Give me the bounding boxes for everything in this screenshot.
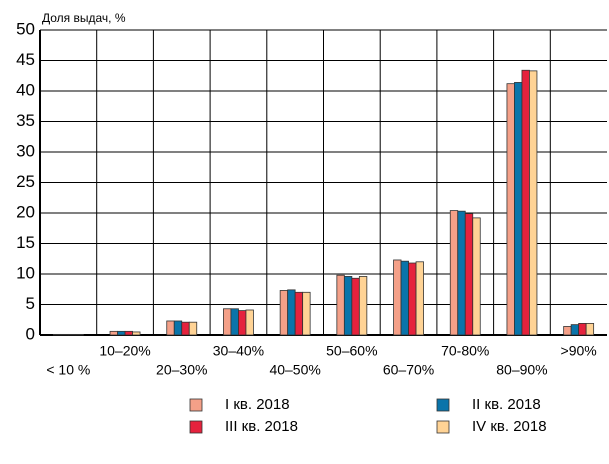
x-tick-label: 10–20% — [99, 343, 150, 359]
x-tick-label: 40–50% — [269, 362, 320, 378]
bar — [287, 289, 296, 336]
bar — [351, 277, 360, 336]
x-tick-label: 60–70% — [383, 362, 434, 378]
y-tick-label: 5 — [26, 294, 35, 313]
y-tick-label: 45 — [16, 50, 35, 69]
bar — [472, 217, 481, 336]
legend-swatch — [436, 398, 450, 412]
bar — [52, 333, 62, 336]
y-tick-label: 20 — [16, 202, 35, 221]
bar — [514, 82, 523, 336]
bar — [188, 321, 198, 336]
y-tick-label: 40 — [16, 80, 35, 99]
legend-label: II кв. 2018 — [472, 396, 541, 413]
bar — [521, 69, 530, 336]
x-tick-label: < 10 % — [46, 362, 90, 378]
bar — [117, 330, 126, 336]
bar — [415, 261, 424, 336]
bar — [457, 210, 466, 336]
x-tick-label: 50–60% — [326, 343, 377, 359]
y-tick-label: 35 — [16, 111, 35, 130]
bar — [181, 321, 190, 336]
bar — [223, 308, 232, 336]
y-tick-label: 50 — [16, 19, 35, 38]
bar — [570, 324, 580, 336]
bar — [400, 260, 409, 336]
y-tick-label: 30 — [16, 141, 35, 160]
bar — [294, 291, 304, 336]
bar — [109, 330, 118, 336]
bar — [132, 331, 141, 336]
legend-label: III кв. 2018 — [225, 418, 298, 435]
bar — [124, 330, 133, 336]
legend-swatch — [189, 420, 203, 434]
legend-swatch — [436, 420, 450, 434]
legend-swatch — [189, 398, 203, 412]
bar — [75, 333, 84, 336]
legend-label: IV кв. 2018 — [472, 418, 547, 435]
bar — [60, 333, 69, 336]
bar — [578, 323, 587, 336]
legend-label: I кв. 2018 — [225, 396, 290, 413]
y-tick-label: 15 — [16, 233, 35, 252]
y-tick-label: 25 — [16, 172, 35, 191]
bar — [279, 290, 289, 336]
y-tick-label: 0 — [26, 324, 35, 343]
x-tick-label: >90% — [561, 343, 597, 359]
y-axis-label: Доля выдач, % — [42, 11, 126, 25]
bar — [358, 276, 368, 336]
x-tick-label: 30–40% — [213, 343, 264, 359]
bar — [173, 320, 183, 336]
bar — [506, 83, 515, 336]
bar — [408, 262, 417, 336]
bar — [449, 210, 459, 336]
bar — [336, 274, 345, 336]
bar — [230, 308, 239, 336]
x-tick-label: 20–30% — [156, 362, 207, 378]
bar — [238, 310, 247, 336]
bar — [166, 320, 175, 336]
bar — [529, 70, 538, 336]
bar — [245, 309, 254, 336]
x-tick-label: 80–90% — [496, 362, 547, 378]
bar — [464, 213, 474, 336]
bar — [343, 276, 353, 336]
bar — [302, 291, 311, 336]
x-tick-label: 70-80% — [441, 343, 489, 359]
bar — [585, 323, 595, 336]
y-tick-label: 10 — [16, 263, 35, 282]
bar — [563, 326, 572, 336]
bar — [67, 333, 77, 336]
bar — [393, 259, 402, 336]
